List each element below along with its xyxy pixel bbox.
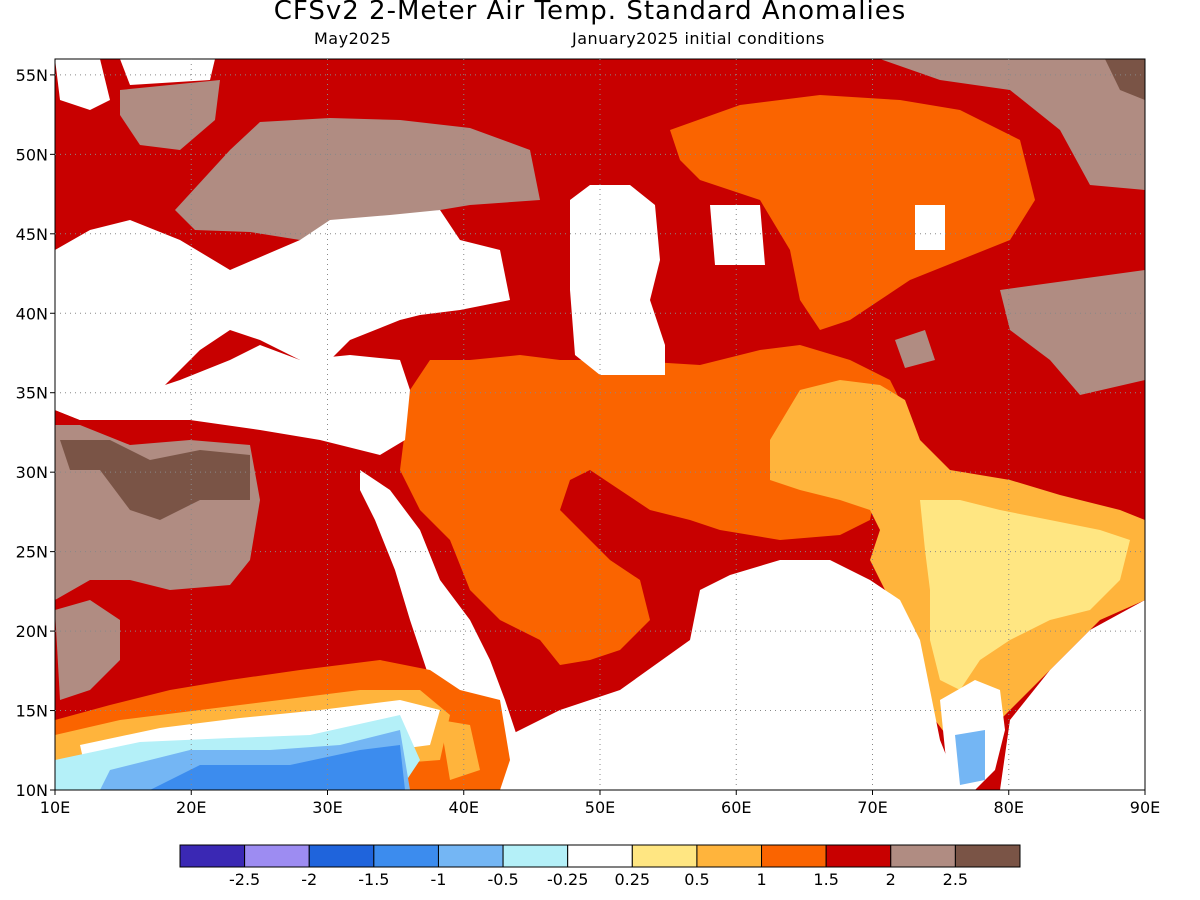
lat-tick-label: 15N xyxy=(16,702,48,721)
field-darkbrown-libya xyxy=(60,440,250,520)
color-legend: -2.5 -2 -1.5 -1 -0.5 -0.25 0.25 0.5 1 1.5 2 2.5 xyxy=(179,844,1021,889)
lon-tick-label: 70E xyxy=(857,798,887,817)
legend-swatch xyxy=(890,844,956,868)
anomaly-field xyxy=(55,59,1145,790)
legend-label: -2.5 xyxy=(229,870,260,889)
field-white-red-sea xyxy=(360,470,520,745)
legend-swatch xyxy=(954,844,1021,868)
legend-label: -0.25 xyxy=(547,870,588,889)
legend-swatch xyxy=(631,844,698,868)
lat-tick-label: 50N xyxy=(16,145,48,164)
lat-tick-label: 45N xyxy=(16,225,48,244)
legend-swatch xyxy=(825,844,892,868)
field-white-aral xyxy=(710,205,765,265)
legend-swatch xyxy=(308,844,375,868)
map-title: CFSv2 2-Meter Air Temp. Standard Anomali… xyxy=(273,0,907,26)
field-darkbrown-ne xyxy=(1105,59,1145,100)
gridlines xyxy=(55,59,1145,790)
legend-label: -2 xyxy=(301,870,317,889)
lat-tick-label: 20N xyxy=(16,622,48,641)
legend-label: -1 xyxy=(430,870,446,889)
initial-conditions: January2025 initial conditions xyxy=(572,29,825,48)
legend-label: 1 xyxy=(756,870,766,889)
legend-label: 2 xyxy=(886,870,896,889)
field-brown-chad xyxy=(55,600,120,700)
lon-axis: 10E 20E 30E 40E 50E 60E 70E 80E 90E xyxy=(40,790,1160,817)
field-white-caspian xyxy=(570,185,665,375)
legend-label: -1.5 xyxy=(358,870,389,889)
field-medblue-sahel xyxy=(150,745,405,790)
legend-label: 1.5 xyxy=(813,870,838,889)
field-white-arabian-sea xyxy=(500,560,960,790)
field-white-mediterranean xyxy=(55,210,510,420)
legend-swatch xyxy=(502,844,569,868)
lon-tick-label: 10E xyxy=(40,798,70,817)
lat-axis: 10N 15N 20N 25N 30N 35N 40N 45N 50N 55N xyxy=(16,66,55,800)
legend-swatch xyxy=(437,844,504,868)
lon-tick-label: 30E xyxy=(312,798,342,817)
lat-tick-label: 55N xyxy=(16,66,48,85)
field-orange-central-asia xyxy=(670,95,1035,330)
field-yellow-india xyxy=(920,500,1130,690)
legend-label: 2.5 xyxy=(943,870,968,889)
legend-label: 0.25 xyxy=(614,870,650,889)
lon-tick-label: 40E xyxy=(449,798,479,817)
field-brown-tibet xyxy=(1000,270,1145,395)
lon-tick-label: 50E xyxy=(585,798,615,817)
legend-swatch xyxy=(373,844,439,868)
lon-tick-label: 60E xyxy=(721,798,751,817)
field-white-north xyxy=(120,59,215,85)
field-orange-middle-east xyxy=(400,345,900,665)
field-white-bay-bengal xyxy=(1000,600,1145,790)
legend-label: 0.5 xyxy=(684,870,709,889)
field-white-n-africa-coast xyxy=(55,345,410,455)
field-yellow-ethiopia xyxy=(440,720,480,780)
legend-swatch xyxy=(567,844,633,868)
lon-tick-label: 80E xyxy=(994,798,1024,817)
field-brown-europe xyxy=(175,118,540,240)
legend-swatch xyxy=(761,844,827,868)
lat-tick-label: 40N xyxy=(16,304,48,323)
lat-tick-label: 25N xyxy=(16,543,48,562)
lat-tick-label: 30N xyxy=(16,463,48,482)
field-lightblue-india xyxy=(955,730,985,785)
field-white-balkhash xyxy=(915,205,945,250)
lat-tick-label: 10N xyxy=(16,781,48,800)
legend-swatch xyxy=(244,844,310,868)
legend-label: -0.5 xyxy=(487,870,518,889)
lat-tick-label: 35N xyxy=(16,384,48,403)
field-white-alps xyxy=(55,59,110,110)
valid-month: May2025 xyxy=(314,29,392,48)
field-brown-kashmir xyxy=(895,330,935,368)
field-brown-nw xyxy=(120,80,220,150)
lon-tick-label: 90E xyxy=(1130,798,1160,817)
legend-swatch xyxy=(696,844,763,868)
lon-tick-label: 20E xyxy=(176,798,206,817)
field-brown-ne xyxy=(880,59,1145,190)
legend-swatch xyxy=(179,844,246,868)
